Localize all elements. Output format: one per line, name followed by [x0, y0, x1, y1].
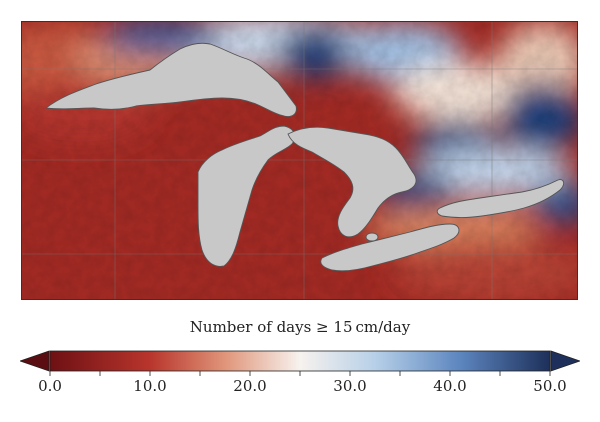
great-lakes: [44, 42, 565, 272]
lake-st-clair: [365, 232, 379, 242]
lake-huron: [287, 126, 417, 238]
colorbar-low-arrow: [20, 350, 50, 372]
colorbar-tick-label: 40.0: [433, 377, 467, 395]
colorbar-title: Number of days ≥ 15 cm/day: [189, 318, 411, 336]
colorbar: [20, 350, 580, 376]
colorbar-tick-label: 0.0: [38, 377, 62, 395]
colorbar-tick-label: 50.0: [533, 377, 567, 395]
colorbar-high-arrow: [550, 350, 580, 372]
lake-michigan: [197, 125, 296, 267]
map-panel: [21, 21, 578, 300]
snow-days-map: [22, 22, 577, 299]
colorbar-tick-label: 10.0: [133, 377, 167, 395]
field-speckle: [22, 22, 577, 299]
colorbar-tick-label: 30.0: [333, 377, 367, 395]
colorbar-tick-label: 20.0: [233, 377, 267, 395]
lake-ontario: [436, 179, 565, 218]
lake-superior: [44, 42, 297, 117]
colorbar-gradient: [49, 350, 551, 372]
map-gridlines: [22, 22, 577, 299]
colorbar-ticks: [49, 371, 551, 376]
